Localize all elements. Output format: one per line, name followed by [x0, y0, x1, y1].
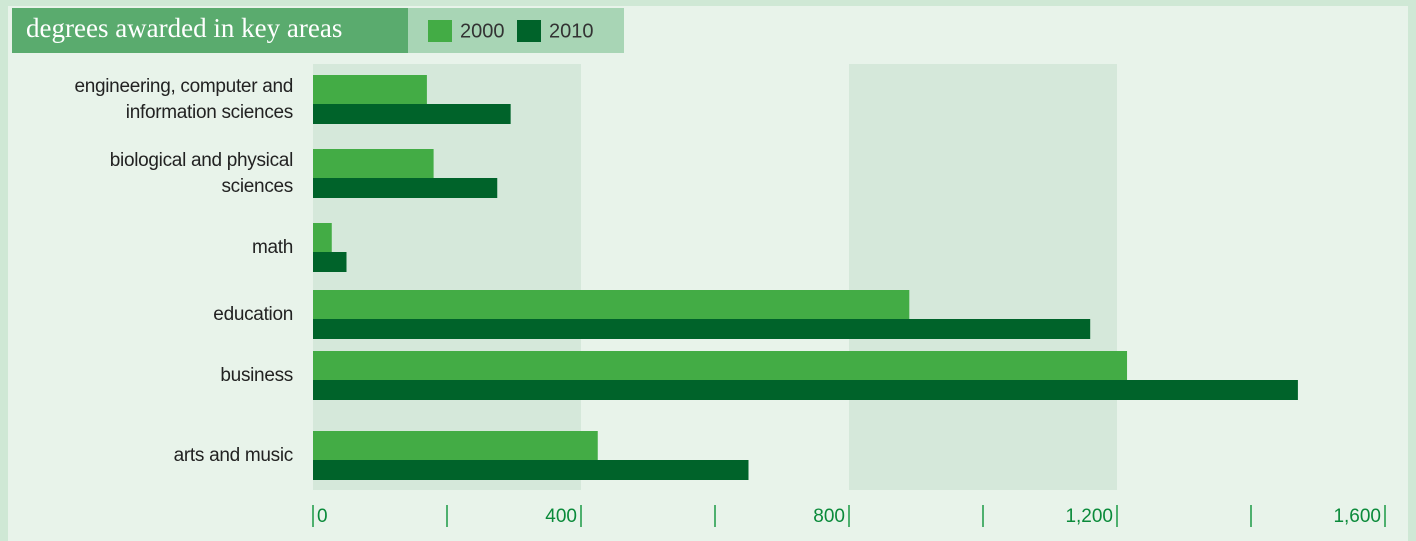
legend-swatch	[428, 20, 452, 42]
x-tick-label: 400	[545, 506, 577, 527]
bar	[313, 351, 1128, 380]
bar	[313, 75, 427, 104]
bar	[313, 252, 347, 272]
panel	[8, 6, 1408, 541]
legend-label: 2000	[460, 20, 505, 42]
category-label: arts and music	[173, 445, 294, 466]
category-label: math	[251, 237, 293, 258]
x-tick-label: 1,600	[1333, 506, 1381, 527]
x-tick-label: 1,200	[1065, 506, 1113, 527]
category-label: education	[213, 304, 293, 325]
bar	[313, 431, 598, 460]
title-box	[12, 8, 408, 53]
chart-title: degrees awarded in key areas	[26, 13, 342, 43]
x-tick-label: 800	[813, 506, 845, 527]
band	[849, 64, 1117, 490]
legend-swatch	[517, 20, 541, 42]
category-label: engineering, computer and information sc…	[74, 76, 293, 123]
category-label: biological and physical sciences	[109, 150, 294, 197]
category-label: business	[220, 365, 293, 386]
band	[313, 64, 581, 490]
bar	[313, 104, 511, 124]
x-tick-label: 0	[317, 506, 328, 527]
bar	[313, 319, 1091, 339]
bar	[313, 223, 332, 252]
legend-label: 2010	[549, 20, 594, 42]
bar	[313, 460, 749, 480]
bar	[313, 380, 1298, 400]
bar	[313, 149, 434, 178]
bar	[313, 178, 498, 198]
bar	[313, 290, 910, 319]
